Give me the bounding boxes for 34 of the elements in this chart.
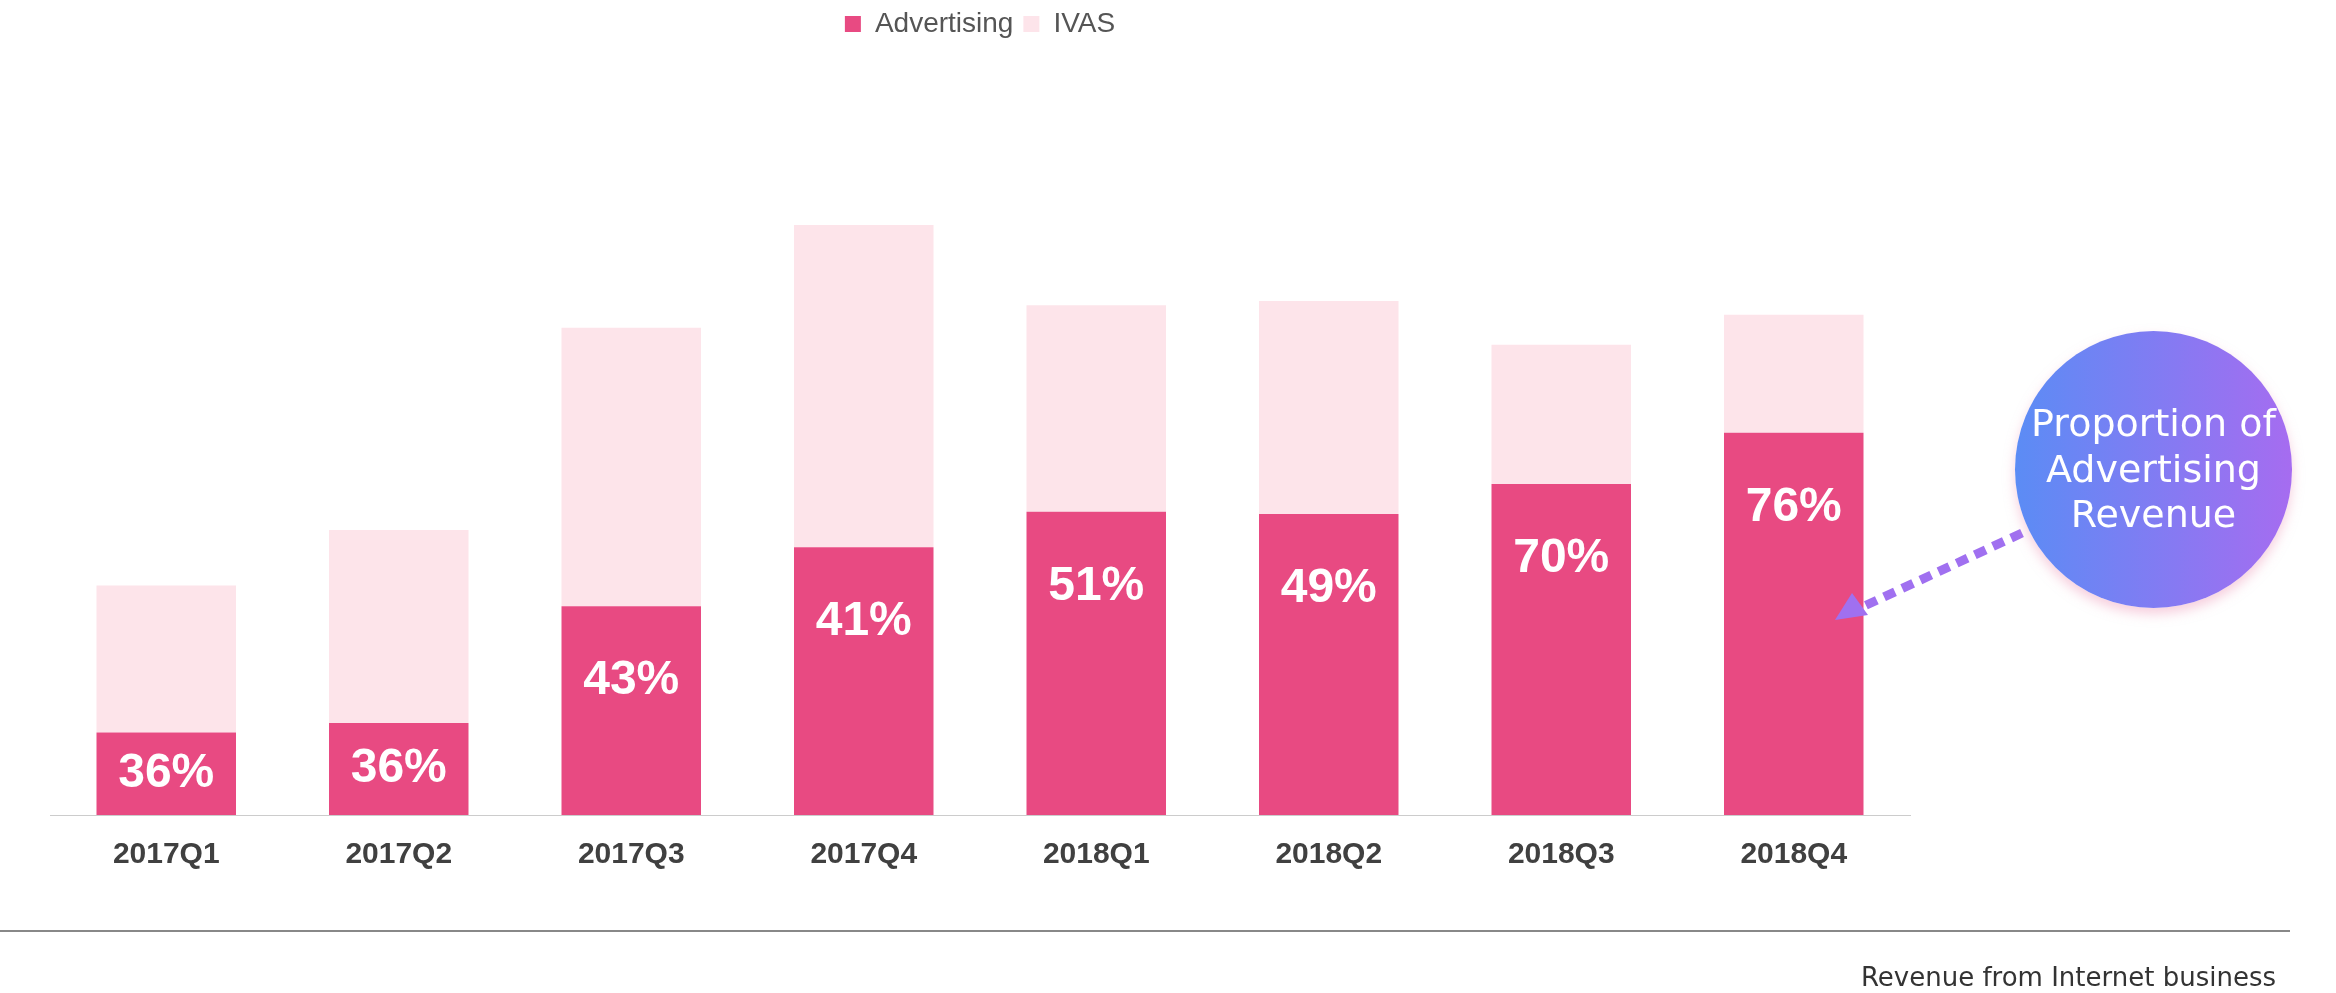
annotation: 70% [1513, 529, 1610, 583]
annotation: 51% [1048, 556, 1145, 610]
annotation: 41% [815, 592, 912, 646]
bar [1491, 484, 1631, 815]
bar [561, 327, 701, 607]
x-tick-label: 2017Q1 [112, 836, 220, 870]
bar [1026, 511, 1166, 815]
annotation: 49% [1280, 559, 1377, 613]
bar [96, 585, 236, 733]
text: Revenue from Internet business [1860, 962, 2276, 992]
annotation: 43% [583, 651, 680, 705]
legend-label: IVAS [1053, 6, 1116, 38]
legend-label: Advertising [874, 6, 1014, 38]
bar [1259, 301, 1399, 515]
bar [561, 606, 701, 815]
x-tick-label: 2018Q3 [1507, 836, 1615, 870]
bar [794, 547, 934, 815]
x-tick-label: 2018Q4 [1740, 836, 1848, 870]
x-tick-label: 2017Q3 [577, 836, 685, 870]
bar [1724, 314, 1864, 433]
text: Proportion of Advertising Revenue [2015, 331, 2292, 608]
bar [1259, 514, 1399, 815]
annotation: 36% [118, 743, 215, 797]
bar [1491, 344, 1631, 485]
x-tick-label: 2017Q2 [345, 836, 453, 870]
bar [329, 530, 469, 723]
annotation: 76% [1745, 477, 1842, 531]
x-tick-label: 2018Q2 [1275, 836, 1383, 870]
annotation: 36% [350, 739, 447, 793]
bar [1724, 432, 1864, 815]
bar [1026, 305, 1166, 512]
bar [794, 225, 934, 548]
x-tick-label: 2017Q4 [810, 836, 918, 870]
x-tick-label: 2018Q1 [1042, 836, 1150, 870]
